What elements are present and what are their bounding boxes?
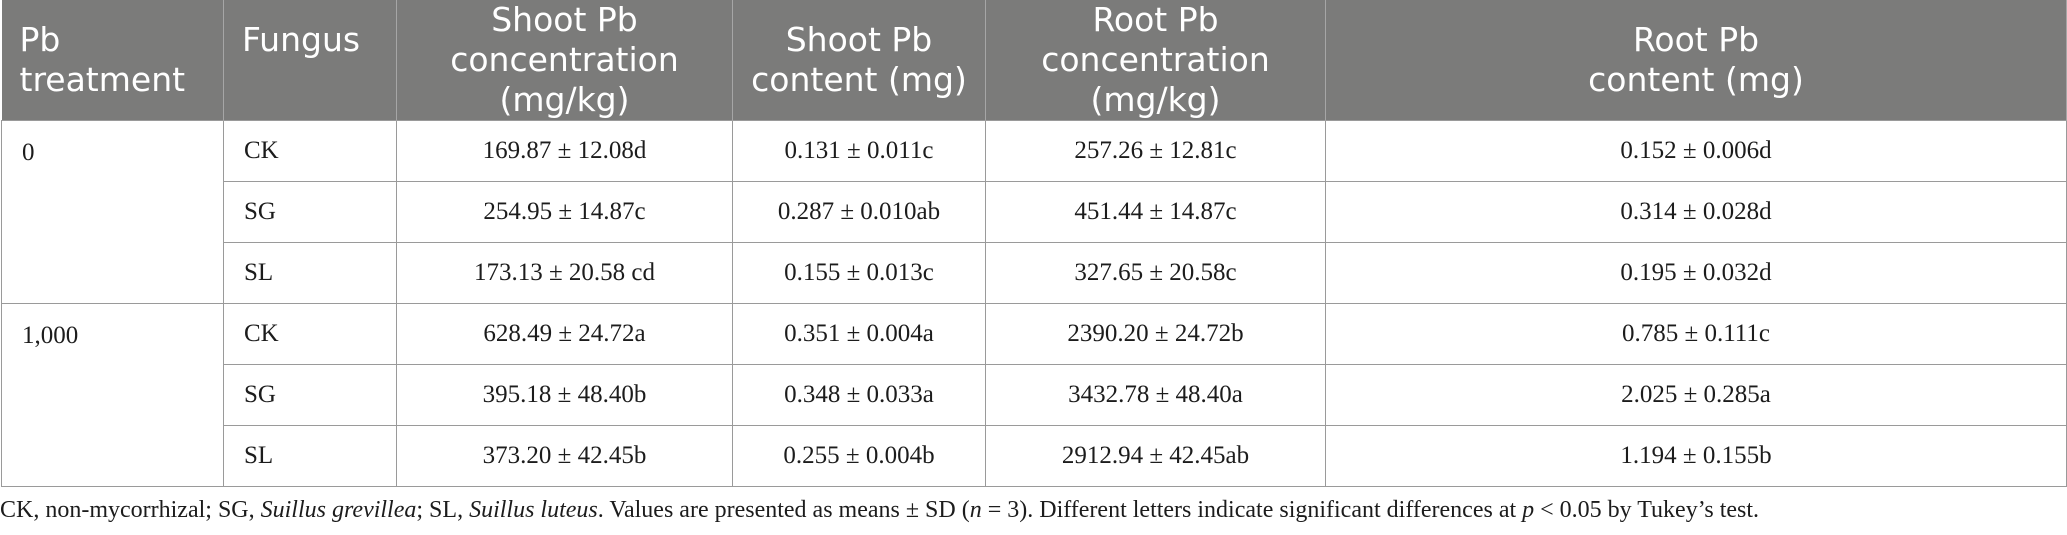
shoot-content-cell: 0.255 ± 0.004b <box>732 425 986 487</box>
sl-species-name: Suillus luteus <box>469 497 598 523</box>
root-conc-cell: 257.26 ± 12.81c <box>985 120 1326 182</box>
header-shoot-pb-concentration: Shoot Pb concentration (mg/kg) <box>396 0 733 121</box>
table-row: 1,000 CK 628.49 ± 24.72a 0.351 ± 0.004a … <box>1 303 2067 487</box>
shoot-content-cell: 0.155 ± 0.013c <box>732 242 986 304</box>
root-conc-cell: 327.65 ± 20.58c <box>985 242 1326 304</box>
shoot-content-cell: 0.348 ± 0.033a <box>732 364 986 426</box>
root-content-cell: 1.194 ± 0.155b <box>1325 425 2067 487</box>
shoot-conc-cell: 395.18 ± 48.40b <box>396 364 733 426</box>
fungus-cell: CK <box>223 120 397 182</box>
table-row: SG 395.18 ± 48.40b 0.348 ± 0.033a 3432.7… <box>2 364 2067 426</box>
root-content-cell: 2.025 ± 0.285a <box>1325 364 2067 426</box>
table-row: SG 254.95 ± 14.87c 0.287 ± 0.010ab 451.4… <box>2 181 2067 243</box>
table-footnote: CK, non-mycorrhizal; SG, Suillus grevill… <box>0 497 1760 523</box>
pb-data-table: Pb treatment Fungus Shoot Pb concentratio… <box>1 0 2067 487</box>
header-shoot-pb-content: Shoot Pb content (mg) <box>732 0 986 121</box>
table-row: SL 373.20 ± 42.45b 0.255 ± 0.004b 2912.9… <box>2 425 2067 487</box>
header-root-pb-content: Root Pb content (mg) <box>1325 0 2067 121</box>
root-conc-cell: 2390.20 ± 24.72b <box>985 303 1326 365</box>
root-content-cell: 0.314 ± 0.028d <box>1325 181 2067 243</box>
shoot-conc-cell: 373.20 ± 42.45b <box>396 425 733 487</box>
root-content-cell: 0.785 ± 0.111c <box>1325 303 2067 365</box>
sg-species-name: Suillus grevillea <box>260 497 417 523</box>
pb-treatment-cell: 1,000 <box>1 303 224 487</box>
pb-treatment-cell: 0 <box>1 120 224 304</box>
table-figure: Pb treatment Fungus Shoot Pb concentratio… <box>0 0 2067 523</box>
root-conc-cell: 3432.78 ± 48.40a <box>985 364 1326 426</box>
fungus-cell: SL <box>223 425 397 487</box>
header-fungus: Fungus <box>223 0 397 121</box>
shoot-conc-cell: 173.13 ± 20.58 cd <box>396 242 733 304</box>
header-pb-treatment: Pb treatment <box>1 0 224 121</box>
fungus-cell: SL <box>223 242 397 304</box>
shoot-content-cell: 0.131 ± 0.011c <box>732 120 986 182</box>
shoot-conc-cell: 169.87 ± 12.08d <box>396 120 733 182</box>
root-conc-cell: 451.44 ± 14.87c <box>985 181 1326 243</box>
fungus-cell: CK <box>223 303 397 365</box>
root-content-cell: 0.195 ± 0.032d <box>1325 242 2067 304</box>
table-row: SL 173.13 ± 20.58 cd 0.155 ± 0.013c 327.… <box>2 242 2067 304</box>
table-row: 0 CK 169.87 ± 12.08d 0.131 ± 0.011c 257.… <box>1 120 2067 304</box>
header-row: Pb treatment Fungus Shoot Pb concentratio… <box>1 0 2067 121</box>
shoot-content-cell: 0.351 ± 0.004a <box>732 303 986 365</box>
shoot-conc-cell: 628.49 ± 24.72a <box>396 303 733 365</box>
fungus-cell: SG <box>223 181 397 243</box>
root-content-cell: 0.152 ± 0.006d <box>1325 120 2067 182</box>
shoot-content-cell: 0.287 ± 0.010ab <box>732 181 986 243</box>
shoot-conc-cell: 254.95 ± 14.87c <box>396 181 733 243</box>
header-root-pb-concentration: Root Pb concentration (mg/kg) <box>985 0 1326 121</box>
root-conc-cell: 2912.94 ± 42.45ab <box>985 425 1326 487</box>
fungus-cell: SG <box>223 364 397 426</box>
